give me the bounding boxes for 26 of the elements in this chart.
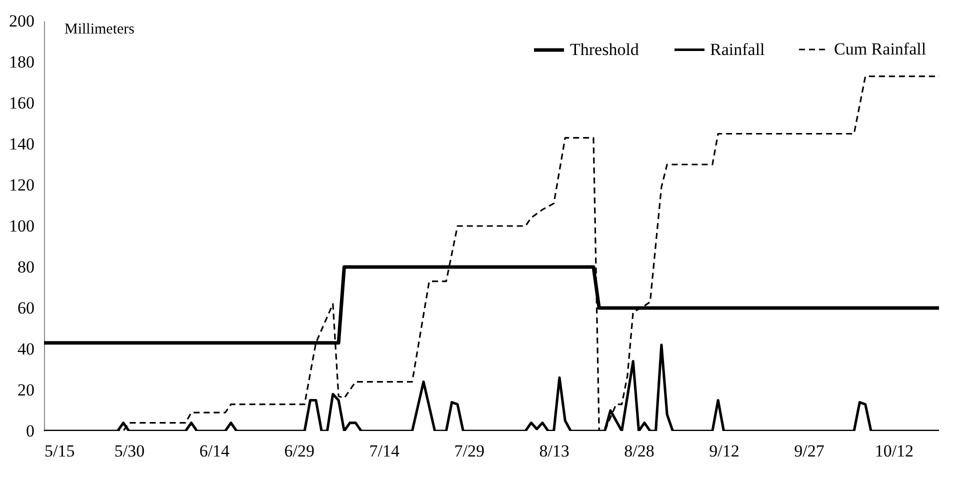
legend-label: Threshold bbox=[570, 40, 640, 59]
y-tick-label: 100 bbox=[9, 216, 34, 236]
y-tick-label: 180 bbox=[9, 52, 34, 72]
y-tick-label: 120 bbox=[9, 176, 34, 194]
x-tick-label: 5/15 bbox=[44, 442, 75, 460]
x-tick-label: 8/13 bbox=[539, 442, 570, 460]
y-tick-label: 0 bbox=[26, 422, 34, 440]
x-tick-label: 5/30 bbox=[114, 442, 145, 460]
y-tick-label: 20 bbox=[18, 380, 34, 400]
y-tick-label: 140 bbox=[9, 134, 34, 154]
x-tick-label: 7/14 bbox=[369, 442, 400, 460]
x-tick-label: 9/27 bbox=[794, 442, 825, 460]
y-tick-label: 60 bbox=[18, 298, 34, 318]
y-tick-label: 200 bbox=[9, 12, 34, 30]
x-tick-label: 7/29 bbox=[454, 442, 484, 460]
legend-label: Rainfall bbox=[710, 40, 766, 59]
x-tick-label: 10/12 bbox=[874, 442, 914, 460]
x-tick-label: 6/14 bbox=[199, 442, 230, 460]
x-tick-label: 9/12 bbox=[709, 442, 740, 460]
y-tick-label: 160 bbox=[9, 94, 34, 112]
y-axis-title: Millimeters bbox=[64, 22, 135, 38]
x-tick-label: 6/29 bbox=[284, 442, 315, 460]
x-tick-label: 8/28 bbox=[624, 442, 654, 460]
y-tick-label: 40 bbox=[18, 340, 34, 358]
y-tick-label: 80 bbox=[18, 258, 34, 276]
legend-label: Cum Rainfall bbox=[834, 40, 926, 58]
